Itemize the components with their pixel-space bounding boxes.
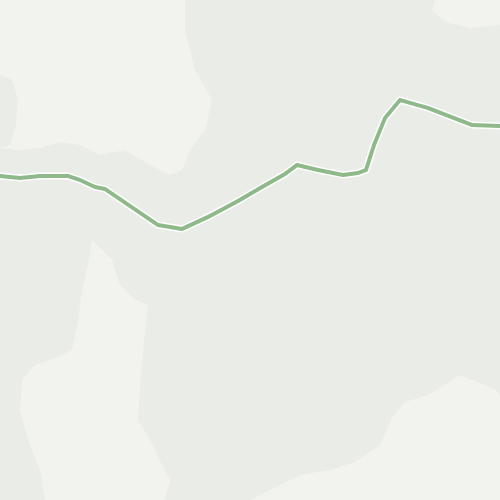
light-area-top-right <box>432 0 500 28</box>
trail-route-line[interactable] <box>0 98 500 231</box>
terrain-notch-top-left <box>0 75 18 148</box>
light-area-lower-left <box>20 240 170 500</box>
light-area-bottom-right <box>250 375 500 500</box>
trail-route[interactable] <box>0 96 500 233</box>
light-area-top-left <box>0 0 212 175</box>
